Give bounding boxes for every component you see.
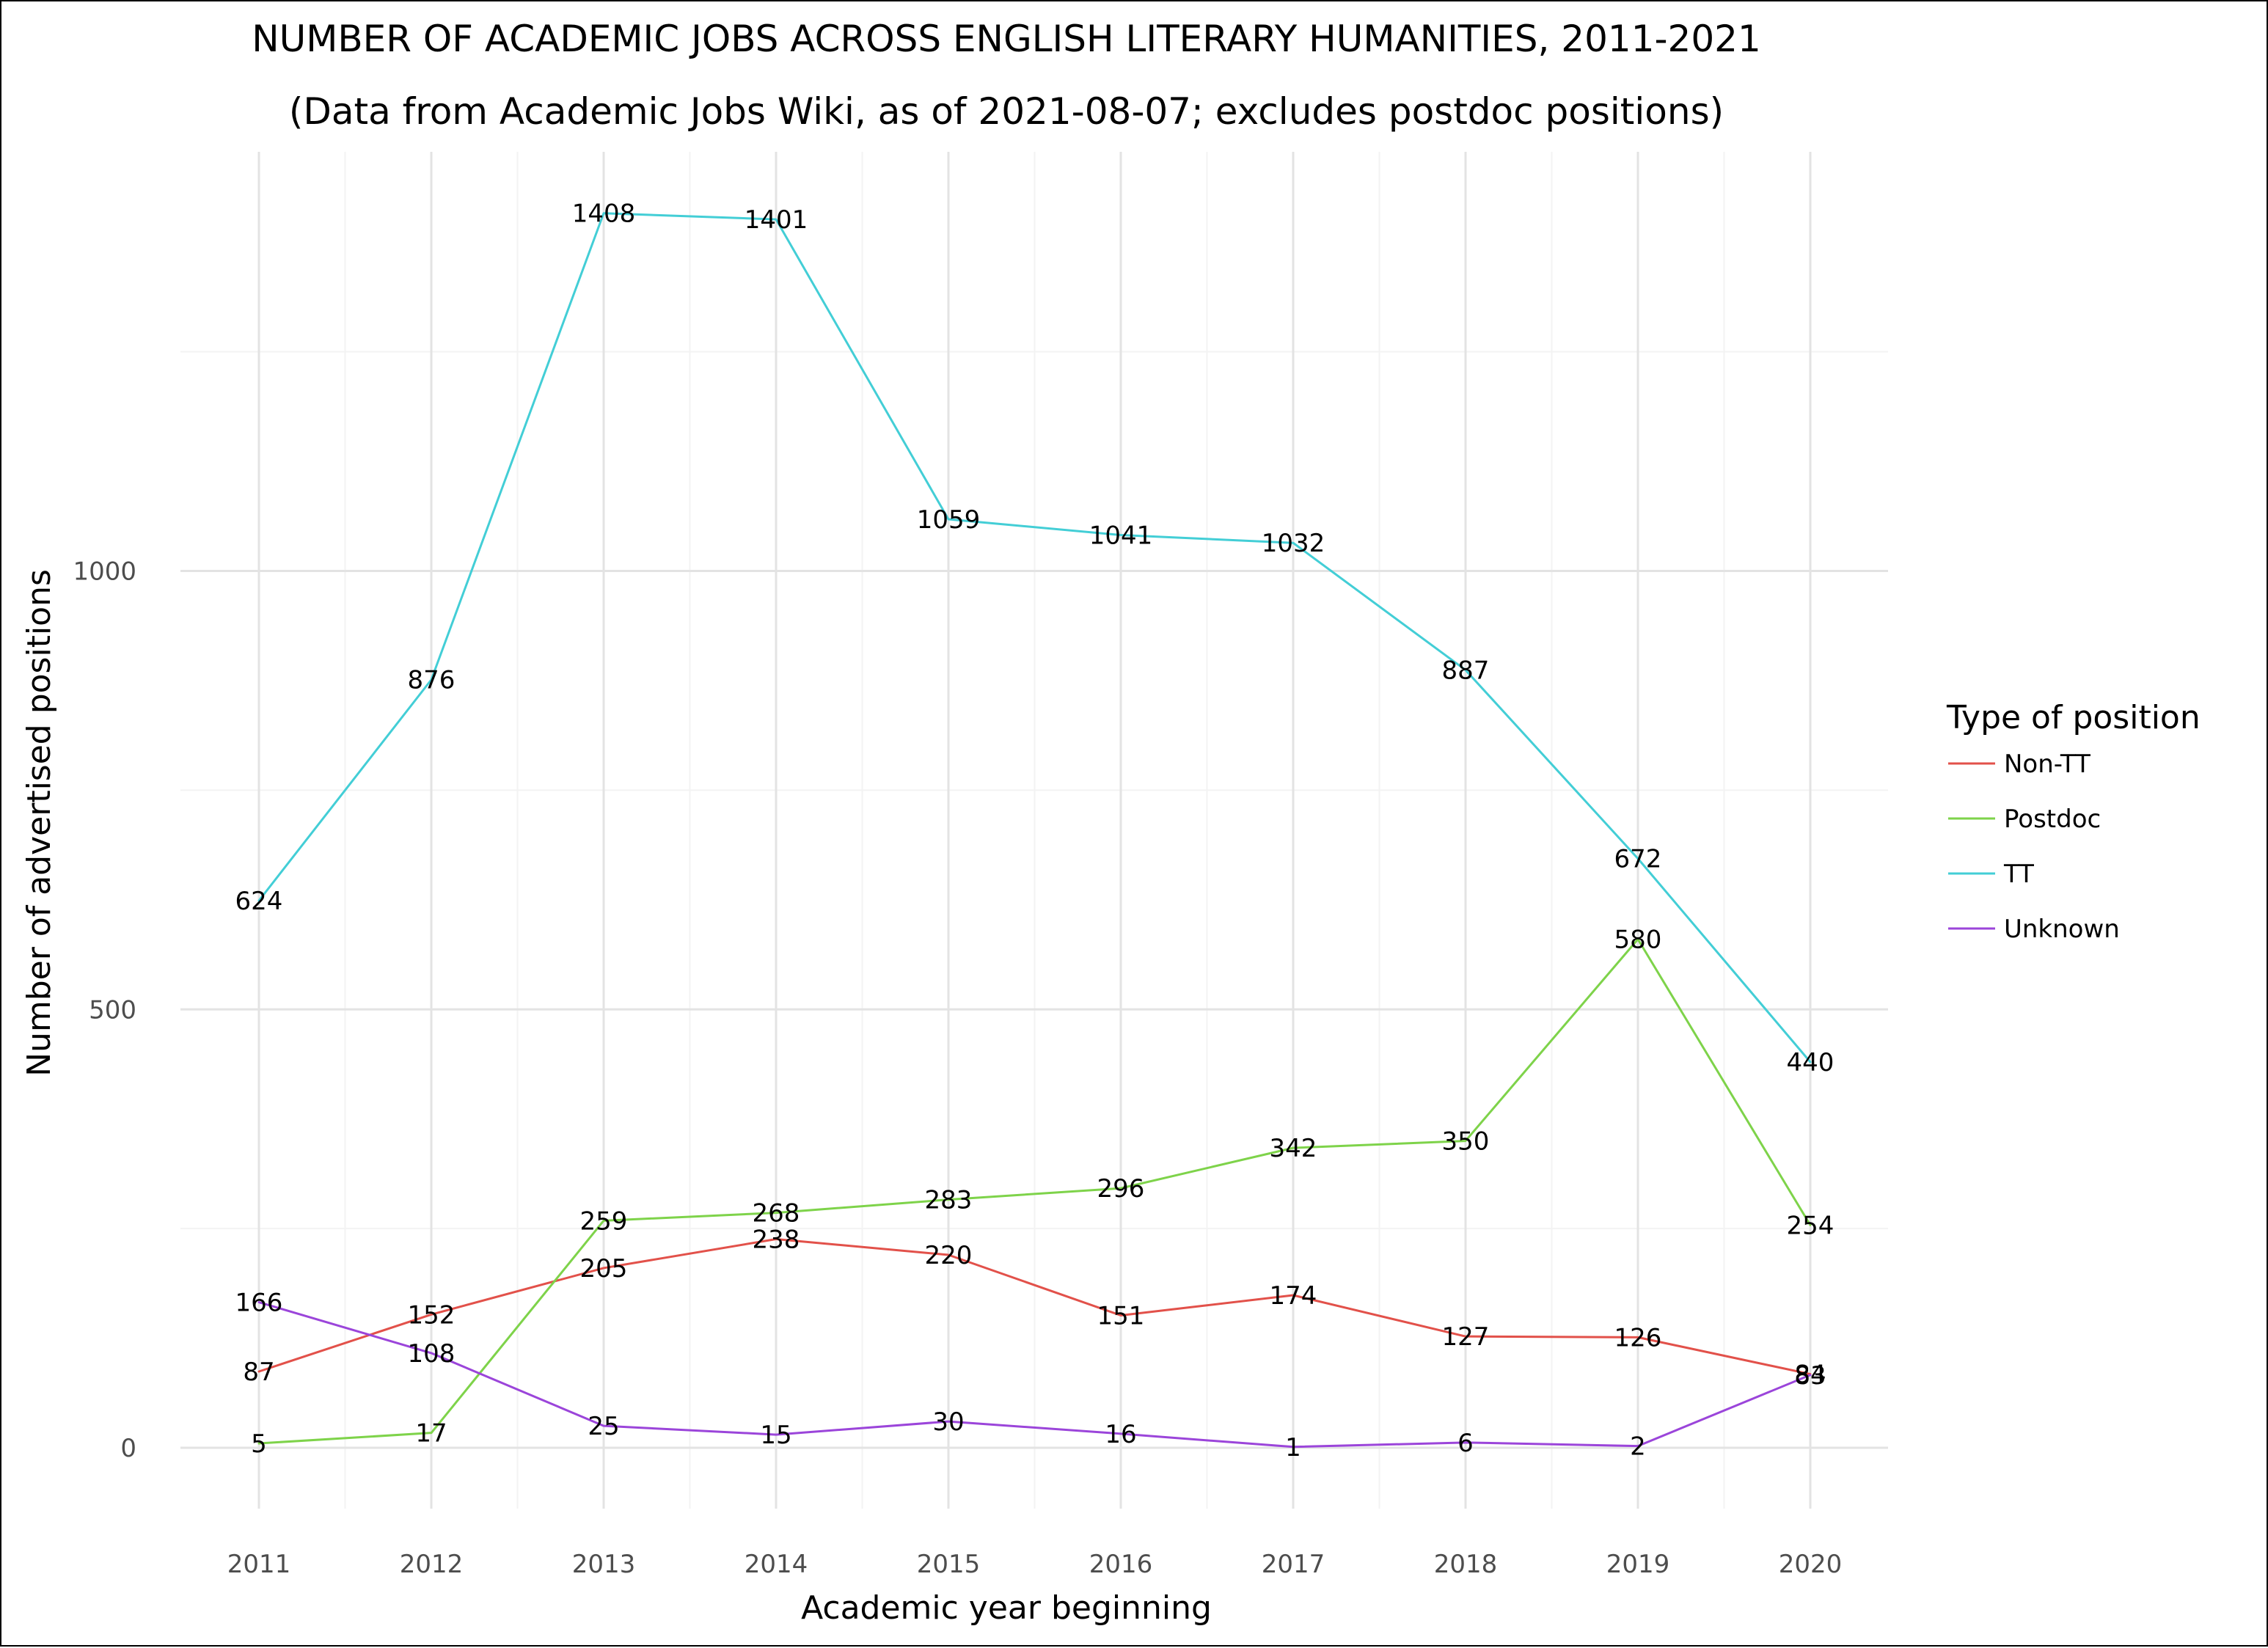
data-label: 238: [753, 1225, 800, 1254]
data-label: 87: [243, 1358, 274, 1387]
series-line-non-tt: [257, 1237, 1812, 1376]
data-label: 580: [1614, 926, 1662, 955]
x-tick-label: 2015: [917, 1550, 981, 1579]
data-label: 30: [932, 1407, 964, 1437]
y-tick-label: 0: [120, 1434, 136, 1463]
data-label: 1041: [1089, 521, 1153, 550]
x-tick-label: 2012: [400, 1550, 464, 1579]
data-label: 268: [753, 1199, 800, 1228]
data-label: 16: [1105, 1420, 1136, 1449]
data-label: 1032: [1262, 529, 1325, 558]
legend-label: Postdoc: [2004, 805, 2101, 834]
series-line-tt: [257, 212, 1812, 1063]
series-line-unknown: [257, 1301, 1812, 1449]
x-tick-label: 2011: [227, 1550, 291, 1579]
data-label: 108: [408, 1339, 456, 1369]
data-label: 151: [1097, 1301, 1145, 1330]
x-tick-label: 2014: [745, 1550, 808, 1579]
series-lines: [257, 212, 1812, 1449]
data-label: 1408: [572, 199, 636, 229]
data-label: 876: [408, 666, 456, 695]
chart-subtitle: (Data from Academic Jobs Wiki, as of 202…: [289, 90, 1724, 133]
x-tick-label: 2013: [572, 1550, 636, 1579]
data-label: 174: [1270, 1281, 1317, 1311]
data-label: 887: [1442, 656, 1490, 686]
data-label: 83: [1794, 1361, 1826, 1391]
data-label: 342: [1270, 1134, 1317, 1163]
legend-label: Unknown: [2004, 915, 2120, 944]
major-gridlines: [180, 152, 1888, 1509]
x-tick-label: 2016: [1089, 1550, 1153, 1579]
y-axis-label: Number of advertised positions: [21, 569, 58, 1077]
legend-title: Type of position: [1946, 699, 2201, 736]
data-label: 5: [251, 1429, 267, 1459]
y-tick-label: 1000: [73, 557, 136, 587]
data-label: 166: [235, 1289, 283, 1318]
data-label: 1059: [917, 505, 981, 535]
series-line-postdoc: [257, 938, 1812, 1445]
data-label: 127: [1442, 1322, 1490, 1352]
x-axis-label: Academic year beginning: [801, 1589, 1212, 1627]
data-label: 1401: [745, 205, 808, 235]
x-tick-label: 2017: [1262, 1550, 1325, 1579]
x-tick-label: 2020: [1779, 1550, 1843, 1579]
minor-gridlines: [180, 152, 1888, 1509]
legend-items: Non-TT Postdoc TT Unknown: [1948, 750, 2120, 944]
data-label: 25: [588, 1412, 619, 1441]
legend-label: TT: [2003, 860, 2034, 889]
data-label: 624: [235, 887, 283, 916]
data-label: 254: [1787, 1211, 1834, 1240]
x-axis-ticks: 2011 2012 2013 2014 2015 2016 2017 2018 2019 2020: [227, 1550, 1843, 1579]
data-label: 2: [1630, 1432, 1646, 1462]
data-label: 205: [580, 1254, 628, 1283]
x-tick-label: 2018: [1434, 1550, 1498, 1579]
data-label: 350: [1442, 1127, 1490, 1157]
data-label: 283: [925, 1186, 973, 1215]
data-label: 6: [1457, 1429, 1474, 1458]
data-label: 126: [1614, 1323, 1662, 1352]
x-tick-label: 2019: [1606, 1550, 1670, 1579]
data-label: 17: [415, 1419, 447, 1449]
data-label: 152: [408, 1300, 456, 1330]
data-label: 220: [925, 1241, 973, 1270]
data-label: 259: [580, 1206, 628, 1236]
legend-label: Non-TT: [2004, 750, 2090, 779]
data-label: 15: [760, 1421, 791, 1450]
data-label: 296: [1097, 1174, 1145, 1204]
y-tick-label: 500: [89, 995, 136, 1025]
chart-title: NUMBER OF ACADEMIC JOBS ACROSS ENGLISH L…: [252, 18, 1761, 60]
y-axis-ticks: 0 500 1000: [73, 557, 136, 1464]
data-label: 440: [1787, 1048, 1834, 1077]
data-label: 84: [1794, 1360, 1826, 1390]
data-label: 1: [1285, 1433, 1301, 1462]
legend: Type of position Non-TT Postdoc TT Unknown: [1946, 699, 2201, 944]
data-label: 672: [1614, 845, 1662, 874]
